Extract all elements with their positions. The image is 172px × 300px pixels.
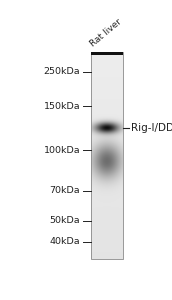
Text: 70kDa: 70kDa — [50, 186, 80, 195]
Bar — [91, 52, 123, 259]
Text: 50kDa: 50kDa — [50, 216, 80, 225]
Text: 40kDa: 40kDa — [50, 238, 80, 247]
Text: Rig-I/DDX58: Rig-I/DDX58 — [131, 123, 172, 133]
Bar — [91, 52, 123, 55]
Text: 250kDa: 250kDa — [44, 67, 80, 76]
Text: 100kDa: 100kDa — [44, 146, 80, 155]
Text: 150kDa: 150kDa — [44, 102, 80, 111]
Text: Rat liver: Rat liver — [89, 17, 124, 49]
